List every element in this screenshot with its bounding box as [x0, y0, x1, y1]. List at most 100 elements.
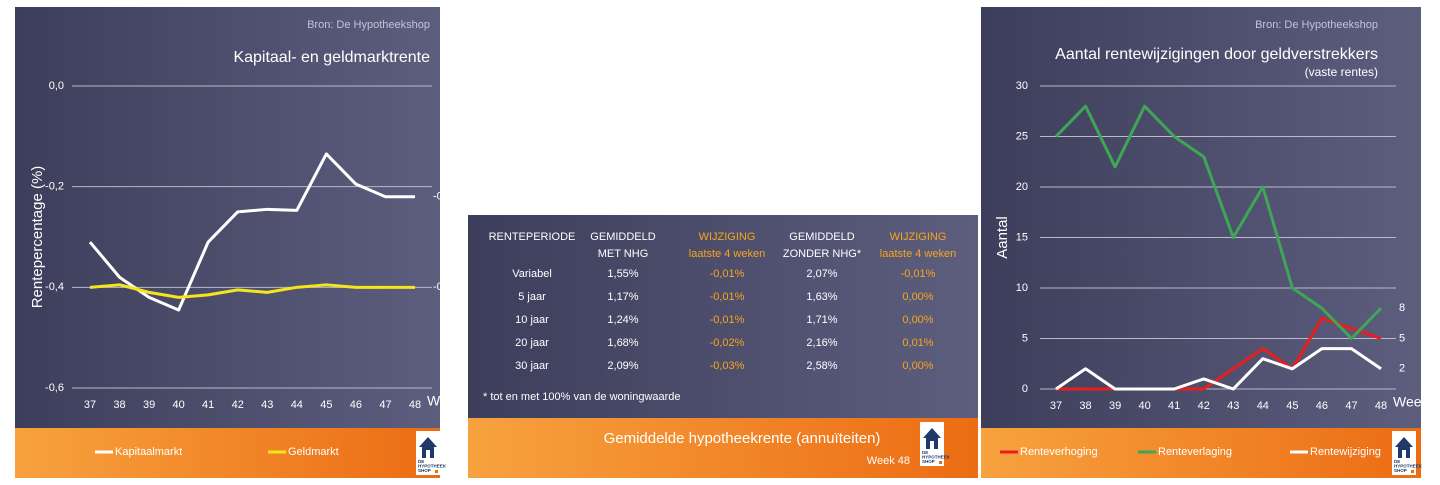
logo-door	[1402, 450, 1406, 458]
series-line	[1056, 316, 1382, 391]
x-tick-label: 41	[1168, 400, 1180, 412]
value-label: 8	[1399, 302, 1405, 314]
x-tick-label: 48	[1375, 400, 1387, 412]
legend-bar	[981, 428, 1421, 478]
table-cell: 2,09%	[607, 360, 638, 372]
legend-bar	[15, 428, 440, 478]
table-cell: -0,03%	[710, 360, 745, 372]
table-cell: 1,55%	[607, 268, 638, 280]
value-label: 5	[1399, 332, 1405, 344]
table-cell: 0,01%	[902, 337, 933, 349]
x-tick-label: 47	[1345, 400, 1357, 412]
table-header: WIJZIGING	[699, 231, 756, 243]
x-tick-label: 48	[409, 399, 421, 411]
table-cell: 0,00%	[902, 360, 933, 372]
table-cell: 1,17%	[607, 291, 638, 303]
table-header: MET NHG	[598, 248, 649, 260]
logo-text: HYPOTHEEK	[418, 464, 447, 469]
y-tick-label: 5	[1022, 332, 1028, 344]
table-cell: -0,01%	[710, 268, 745, 280]
logo-text: SHOP	[922, 459, 935, 464]
x-tick-label: 40	[173, 399, 185, 411]
table-cell: -0,01%	[710, 291, 745, 303]
table-subtitle: Week 48	[867, 455, 910, 467]
table-header: GEMIDDELD	[789, 231, 854, 243]
table-cell: 30 jaar	[515, 360, 549, 372]
table-cell: 1,63%	[806, 291, 837, 303]
x-tick-label: 38	[113, 399, 125, 411]
x-axis-label: Week	[427, 393, 464, 409]
series-line	[1054, 104, 1383, 340]
x-tick-label: 40	[1139, 400, 1151, 412]
legend-label: Renteverhoging	[1020, 446, 1098, 458]
table-cell: 2,16%	[806, 337, 837, 349]
series-line	[89, 283, 415, 299]
logo-text: SHOP	[418, 468, 431, 473]
chart-title: Aantal rentewijzigingen door geldverstre…	[1055, 46, 1378, 63]
logo-dot	[939, 461, 942, 464]
x-tick-label: 47	[379, 399, 391, 411]
y-axis-label: Aantal	[994, 216, 1011, 259]
x-tick-label: 39	[1109, 400, 1121, 412]
table-cell: 5 jaar	[518, 291, 546, 303]
y-axis-label: Rentepercentage (%)	[29, 166, 46, 309]
table-cell: 10 jaar	[515, 314, 549, 326]
logo-text: DE	[1394, 459, 1400, 464]
table-header: RENTEPERIODE	[489, 231, 576, 243]
logo-text: DE	[922, 450, 928, 455]
x-tick-label: 44	[291, 399, 303, 411]
chart-subtitle: (vaste rentes)	[1305, 65, 1378, 79]
table-cell: 0,00%	[902, 291, 933, 303]
x-tick-label: 43	[1227, 400, 1239, 412]
table-cell: 1,68%	[607, 337, 638, 349]
legend-label: Kapitaalmarkt	[115, 446, 182, 458]
table-title: Gemiddelde hypotheekrente (annuïteiten)	[604, 430, 881, 447]
table-header: laatste 4 weken	[880, 248, 956, 260]
logo-door	[426, 450, 430, 458]
y-tick-label: 10	[1016, 282, 1028, 294]
legend-label: Geldmarkt	[288, 446, 339, 458]
x-tick-label: 42	[1198, 400, 1210, 412]
logo-house	[1395, 437, 1413, 458]
x-tick-label: 46	[1316, 400, 1328, 412]
table-cell: -0,01%	[710, 314, 745, 326]
legend-label: Rentewijziging	[1310, 446, 1381, 458]
source: Bron: De Hypotheekshop	[307, 19, 430, 31]
y-tick-label: -0,2	[45, 181, 64, 193]
table-footnote: * tot en met 100% van de woningwaarde	[483, 391, 681, 403]
chart-title: Kapitaal- en geldmarktrente	[233, 49, 430, 66]
table-header: ZONDER NHG*	[783, 248, 862, 260]
x-tick-label: 42	[232, 399, 244, 411]
y-tick-label: 25	[1016, 130, 1028, 142]
y-tick-label: 15	[1016, 231, 1028, 243]
table-header: laatste 4 weken	[689, 248, 765, 260]
value-label: -0,40	[433, 281, 458, 293]
x-tick-label: 45	[1286, 400, 1298, 412]
y-tick-label: 20	[1016, 181, 1028, 193]
table-cell: -0,01%	[901, 268, 936, 280]
table-cell: -0,02%	[710, 337, 745, 349]
table-footer	[468, 418, 978, 478]
y-tick-label: -0,6	[45, 382, 64, 394]
x-tick-label: 39	[143, 399, 155, 411]
series-line	[1055, 347, 1382, 391]
table-cell: 2,58%	[806, 360, 837, 372]
y-tick-label: 0,0	[49, 80, 64, 92]
x-tick-label: 38	[1079, 400, 1091, 412]
x-tick-label: 46	[350, 399, 362, 411]
source: Bron: De Hypotheekshop	[1255, 19, 1378, 31]
table-cell: Variabel	[512, 268, 552, 280]
table-cell: 0,00%	[902, 314, 933, 326]
series-line	[88, 152, 415, 312]
logo-door	[930, 441, 934, 449]
logo-dot	[435, 470, 438, 473]
x-tick-label: 45	[320, 399, 332, 411]
table-cell: 1,71%	[806, 314, 837, 326]
value-label: 2	[1399, 363, 1405, 375]
logo-dot	[1411, 470, 1414, 473]
table-cell: 2,07%	[806, 268, 837, 280]
x-tick-label: 41	[202, 399, 214, 411]
panel-background	[468, 215, 978, 418]
table-header: WIJZIGING	[890, 231, 947, 243]
